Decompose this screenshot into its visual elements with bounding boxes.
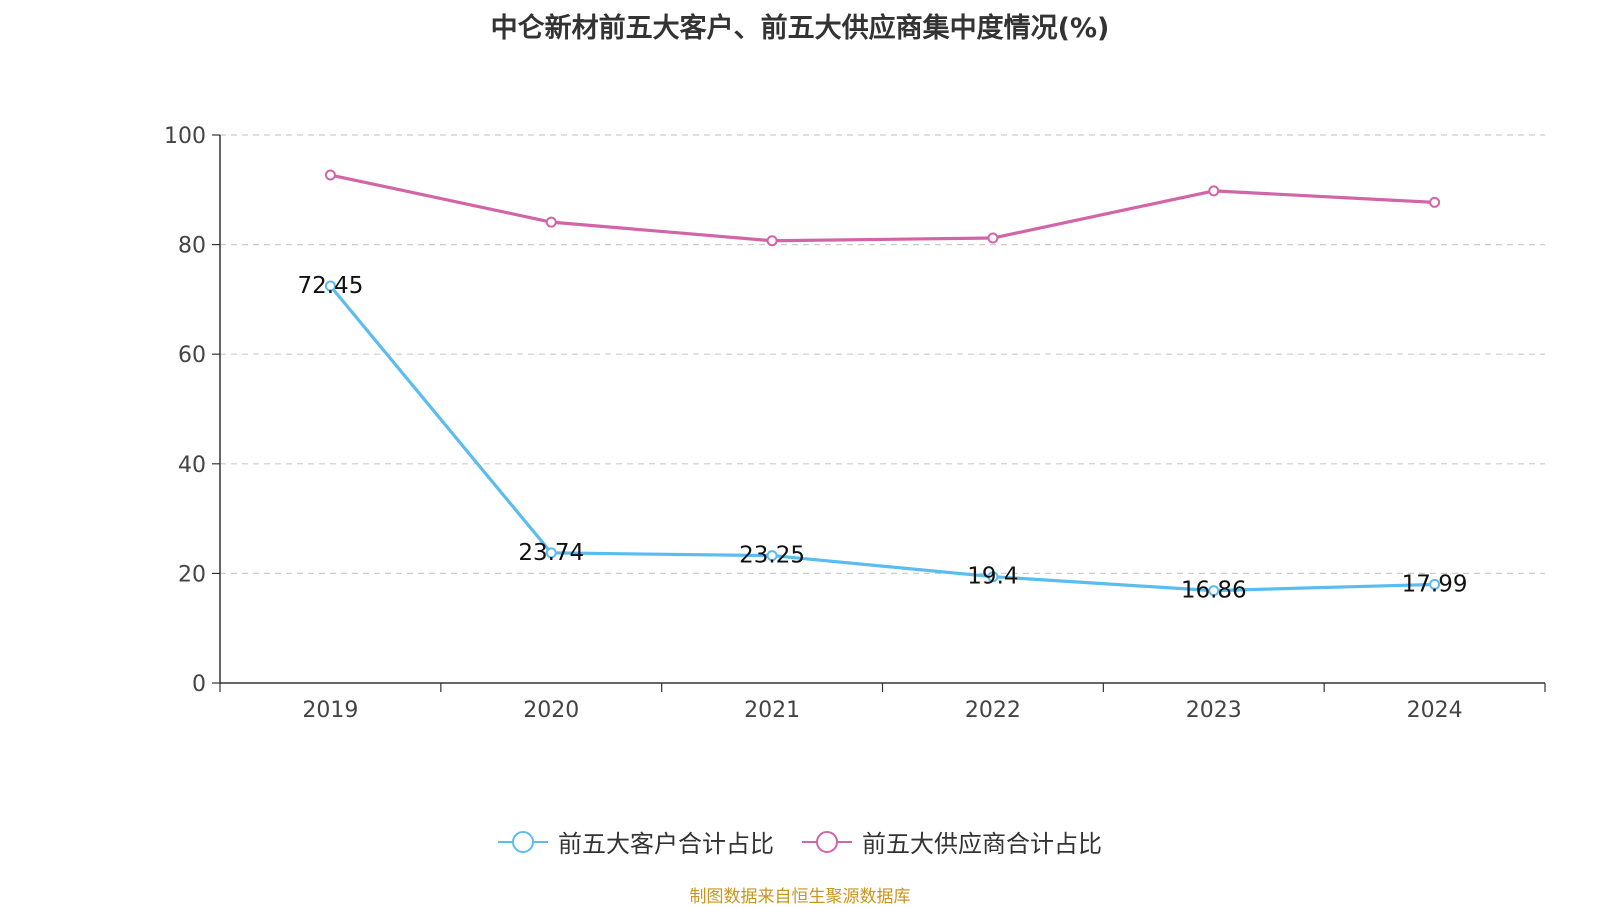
data-point-1 xyxy=(1429,196,1441,208)
legend-suppliers-marker-icon xyxy=(802,830,852,853)
x-tick-label: 2019 xyxy=(302,698,358,723)
data-point-0 xyxy=(1429,578,1441,590)
y-tick-label: 0 xyxy=(192,672,206,697)
y-tick-label: 60 xyxy=(178,343,206,368)
data-point-1 xyxy=(545,216,557,228)
legend-customers-marker-icon xyxy=(498,830,548,853)
x-tick-label: 2021 xyxy=(744,698,800,723)
data-label: 17.99 xyxy=(1402,571,1468,597)
legend-item-suppliers[interactable]: 前五大供应商合计占比 xyxy=(802,824,1102,859)
x-tick-label: 2023 xyxy=(1186,698,1242,723)
x-tick-label: 2022 xyxy=(965,698,1021,723)
data-label: 23.25 xyxy=(739,543,805,569)
data-point-1 xyxy=(324,169,336,181)
data-point-0 xyxy=(987,571,999,583)
y-tick-label: 40 xyxy=(178,453,206,478)
legend-item-customers[interactable]: 前五大客户合计占比 xyxy=(498,824,774,859)
legend: 前五大客户合计占比 前五大供应商合计占比 xyxy=(0,824,1600,859)
data-point-1 xyxy=(987,232,999,244)
data-point-1 xyxy=(766,235,778,247)
x-tick-label: 2020 xyxy=(523,698,579,723)
series-line-0 xyxy=(329,284,1435,593)
data-label: 16.86 xyxy=(1181,578,1247,604)
source-note: 制图数据来自恒生聚源数据库 xyxy=(689,887,911,907)
y-tick-label: 20 xyxy=(178,562,206,587)
data-point-0 xyxy=(1208,585,1220,597)
data-point-0 xyxy=(324,280,336,292)
data-label: 72.45 xyxy=(297,273,363,299)
data-label: 19.4 xyxy=(967,564,1018,590)
data-point-0 xyxy=(766,550,778,562)
data-point-0 xyxy=(545,547,557,559)
series-line-1 xyxy=(330,173,1435,243)
x-tick-label: 2024 xyxy=(1407,698,1463,723)
legend-suppliers-label: 前五大供应商合计占比 xyxy=(862,830,1102,858)
y-tick-label: 100 xyxy=(164,124,206,149)
chart-title: 中仑新材前五大客户、前五大供应商集中度情况(%) xyxy=(490,13,1110,44)
y-tick-label: 80 xyxy=(178,234,206,259)
data-point-1 xyxy=(1208,185,1220,197)
legend-customers-label: 前五大客户合计占比 xyxy=(558,830,774,858)
data-label: 23.74 xyxy=(518,540,584,566)
